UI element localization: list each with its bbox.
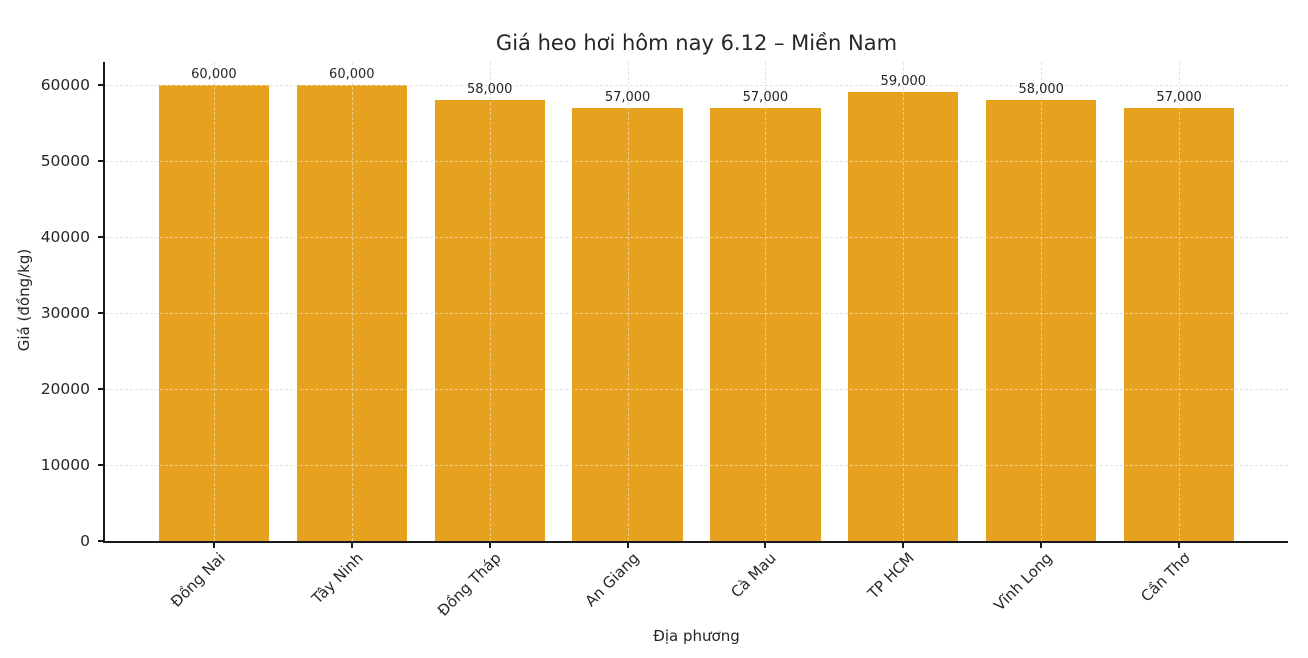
x-tick-mark bbox=[488, 543, 491, 548]
v-gridline-overlay bbox=[1179, 62, 1181, 541]
h-gridline bbox=[105, 236, 1288, 238]
h-gridline bbox=[105, 388, 1288, 390]
y-tick-label: 40000 bbox=[40, 227, 90, 246]
h-gridline bbox=[105, 312, 1288, 314]
y-tick-label: 50000 bbox=[40, 151, 90, 170]
bar-value-label: 58,000 bbox=[466, 82, 513, 97]
bar bbox=[572, 107, 683, 541]
bar-value-label: 57,000 bbox=[1156, 89, 1202, 105]
h-gridline-overlay bbox=[105, 160, 1288, 162]
bar bbox=[158, 84, 270, 541]
x-tick-label: Cần Thơ bbox=[1137, 549, 1194, 606]
h-gridline-overlay bbox=[105, 312, 1288, 314]
bar bbox=[1123, 107, 1235, 541]
y-tick-mark bbox=[98, 311, 103, 314]
bar-value-label: 57,000 bbox=[604, 89, 651, 105]
x-tick-mark bbox=[626, 543, 629, 548]
x-tick-mark bbox=[902, 543, 905, 548]
h-gridline-overlay bbox=[105, 236, 1288, 238]
y-tick-mark bbox=[98, 235, 103, 238]
y-tick-label: 60000 bbox=[40, 75, 90, 94]
y-tick-label: 10000 bbox=[40, 456, 90, 474]
x-tick-label: Vĩnh Long bbox=[990, 549, 1056, 615]
y-tick-mark bbox=[98, 159, 103, 162]
y-tick-mark bbox=[98, 387, 103, 390]
x-tick-label: An Giang bbox=[581, 549, 643, 611]
v-gridline-overlay bbox=[903, 62, 905, 541]
bar-value-label: 59,000 bbox=[880, 74, 927, 90]
x-tick-label: TP HCM bbox=[864, 549, 919, 603]
x-tick-mark bbox=[1178, 543, 1181, 548]
y-tick-label: 0 bbox=[80, 532, 90, 550]
v-gridline-overlay bbox=[213, 62, 215, 541]
bar-value-label: 57,000 bbox=[742, 89, 789, 105]
h-gridline-overlay bbox=[105, 465, 1288, 466]
x-axis-label: Địa phương bbox=[653, 627, 740, 645]
y-tick-mark bbox=[98, 464, 103, 466]
h-gridline bbox=[105, 465, 1288, 466]
bar-value-label: 60,000 bbox=[329, 66, 375, 82]
y-axis-spine bbox=[103, 62, 105, 543]
chart-title: Giá heo hơi hôm nay 6.12 – Miền Nam bbox=[495, 31, 898, 55]
v-gridline-overlay bbox=[351, 62, 353, 541]
bar bbox=[434, 100, 545, 541]
v-gridline-overlay bbox=[627, 62, 629, 541]
y-tick-mark bbox=[98, 540, 103, 542]
v-gridline-overlay bbox=[1041, 62, 1043, 541]
y-tick-label: 30000 bbox=[40, 303, 90, 322]
v-gridline-overlay bbox=[489, 62, 491, 541]
y-tick-mark bbox=[98, 83, 103, 86]
v-gridline-overlay bbox=[765, 62, 767, 541]
x-tick-mark bbox=[764, 543, 767, 548]
x-tick-label: Tây Ninh bbox=[308, 549, 367, 608]
bar bbox=[986, 100, 1097, 541]
bar bbox=[710, 107, 821, 541]
y-tick-label: 20000 bbox=[40, 379, 90, 398]
bar bbox=[296, 84, 407, 541]
x-tick-mark bbox=[1040, 543, 1043, 548]
x-tick-mark bbox=[350, 543, 353, 548]
x-tick-label: Đồng Tháp bbox=[433, 549, 505, 620]
x-tick-label: Cà Mau bbox=[727, 549, 781, 602]
x-axis-spine bbox=[103, 541, 1288, 543]
bar-value-label: 58,000 bbox=[1018, 82, 1064, 97]
h-gridline-overlay bbox=[105, 388, 1288, 390]
h-gridline bbox=[105, 84, 1288, 86]
h-gridline-overlay bbox=[105, 84, 1288, 86]
bar-value-label: 60,000 bbox=[191, 66, 237, 82]
x-tick-label: Đồng Nai bbox=[166, 549, 229, 611]
h-gridline bbox=[105, 160, 1288, 162]
bar bbox=[848, 92, 959, 541]
x-tick-mark bbox=[212, 543, 215, 548]
